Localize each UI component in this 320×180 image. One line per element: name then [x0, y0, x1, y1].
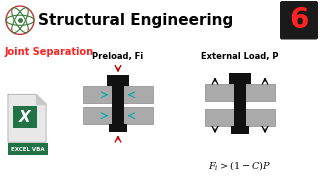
Bar	[205, 109, 275, 126]
Bar	[13, 106, 37, 128]
Text: 6: 6	[289, 6, 309, 34]
Bar	[205, 84, 275, 101]
Bar	[229, 73, 251, 84]
Text: External Load, P: External Load, P	[201, 52, 279, 61]
Bar	[107, 75, 129, 86]
Text: Structural Engineering: Structural Engineering	[38, 13, 233, 28]
Bar	[234, 73, 246, 134]
Bar	[8, 143, 48, 155]
Polygon shape	[36, 94, 46, 104]
Bar	[112, 86, 124, 132]
Bar	[231, 126, 249, 134]
Bar	[83, 107, 153, 124]
Text: Joint Separation: Joint Separation	[5, 48, 94, 57]
Bar	[109, 124, 127, 132]
Text: EXCEL VBA: EXCEL VBA	[11, 147, 45, 152]
Text: Preload, Fi: Preload, Fi	[92, 52, 144, 61]
FancyBboxPatch shape	[280, 1, 318, 39]
Bar	[83, 86, 153, 103]
Text: $F_i > (1-C)P$: $F_i > (1-C)P$	[208, 159, 272, 172]
Text: X: X	[19, 110, 31, 125]
Polygon shape	[8, 94, 46, 142]
